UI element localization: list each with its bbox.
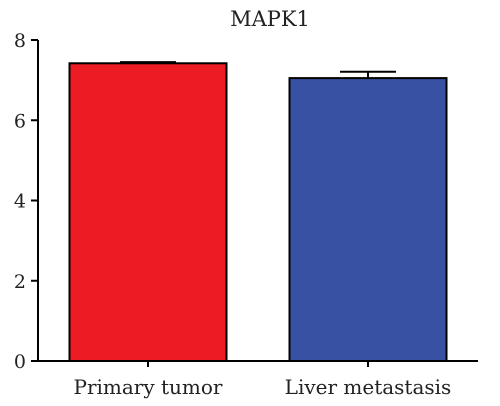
- y-axis: 0 2 4 6 8: [14, 30, 39, 373]
- x-tick-label: Liver metastasis: [285, 375, 452, 399]
- y-tick-label: 4: [14, 191, 26, 213]
- x-axis: Primary tumor Liver metastasis: [38, 360, 478, 399]
- bar-0: [68, 62, 228, 363]
- y-tick-label: 8: [14, 30, 26, 52]
- bar-1: [288, 77, 448, 363]
- y-tick-label: 2: [14, 271, 26, 293]
- y-tick-label: 0: [14, 351, 26, 373]
- chart-title: MAPK1: [230, 7, 310, 31]
- y-tick-label: 6: [14, 110, 26, 132]
- x-tick-label: Primary tumor: [73, 375, 222, 399]
- bars: [68, 61, 448, 363]
